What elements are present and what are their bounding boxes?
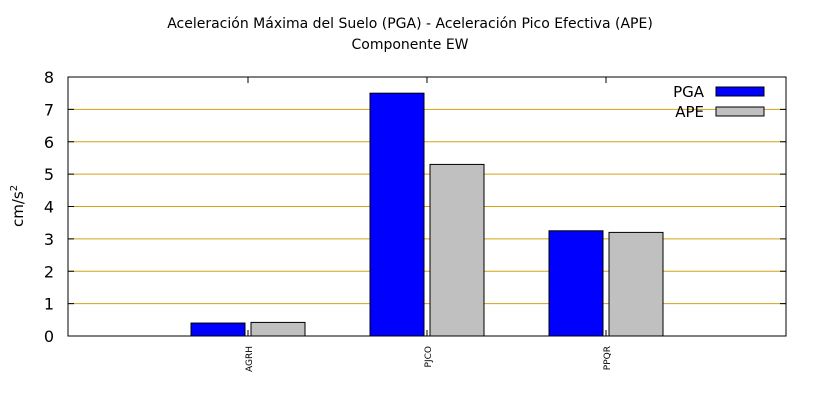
y-tick-label: 3 [44, 230, 54, 249]
legend-swatch [715, 86, 765, 97]
y-tick-label: 7 [44, 100, 54, 119]
bar-ape-agrh [250, 321, 306, 337]
y-tick-label: 5 [44, 165, 54, 184]
legend-label: APE [675, 103, 704, 121]
bar-pga-ppqr [548, 230, 604, 337]
bar-ape-ppqr [608, 231, 664, 337]
bar-pga-agrh [190, 322, 246, 337]
y-tick-label: 1 [44, 295, 54, 314]
y-tick-label: 2 [44, 262, 54, 281]
y-tick-label: 8 [44, 68, 54, 87]
plot-frame [67, 76, 787, 337]
legend-swatch [715, 106, 765, 117]
y-tick-label: 6 [44, 133, 54, 152]
y-tick-label: 0 [44, 327, 54, 346]
x-tick-label: AGRH [245, 346, 255, 372]
bar-pga-pjco [369, 92, 425, 337]
chart-subtitle: Componente EW [351, 37, 469, 53]
chart-title: Aceleración Máxima del Suelo (PGA) - Ace… [167, 16, 653, 32]
y-tick-label: 4 [44, 198, 54, 217]
x-tick-label: PPQR [603, 346, 613, 370]
legend-label: PGA [673, 83, 705, 101]
x-tick-label: PJCO [424, 346, 434, 367]
bar-ape-pjco [429, 163, 485, 337]
